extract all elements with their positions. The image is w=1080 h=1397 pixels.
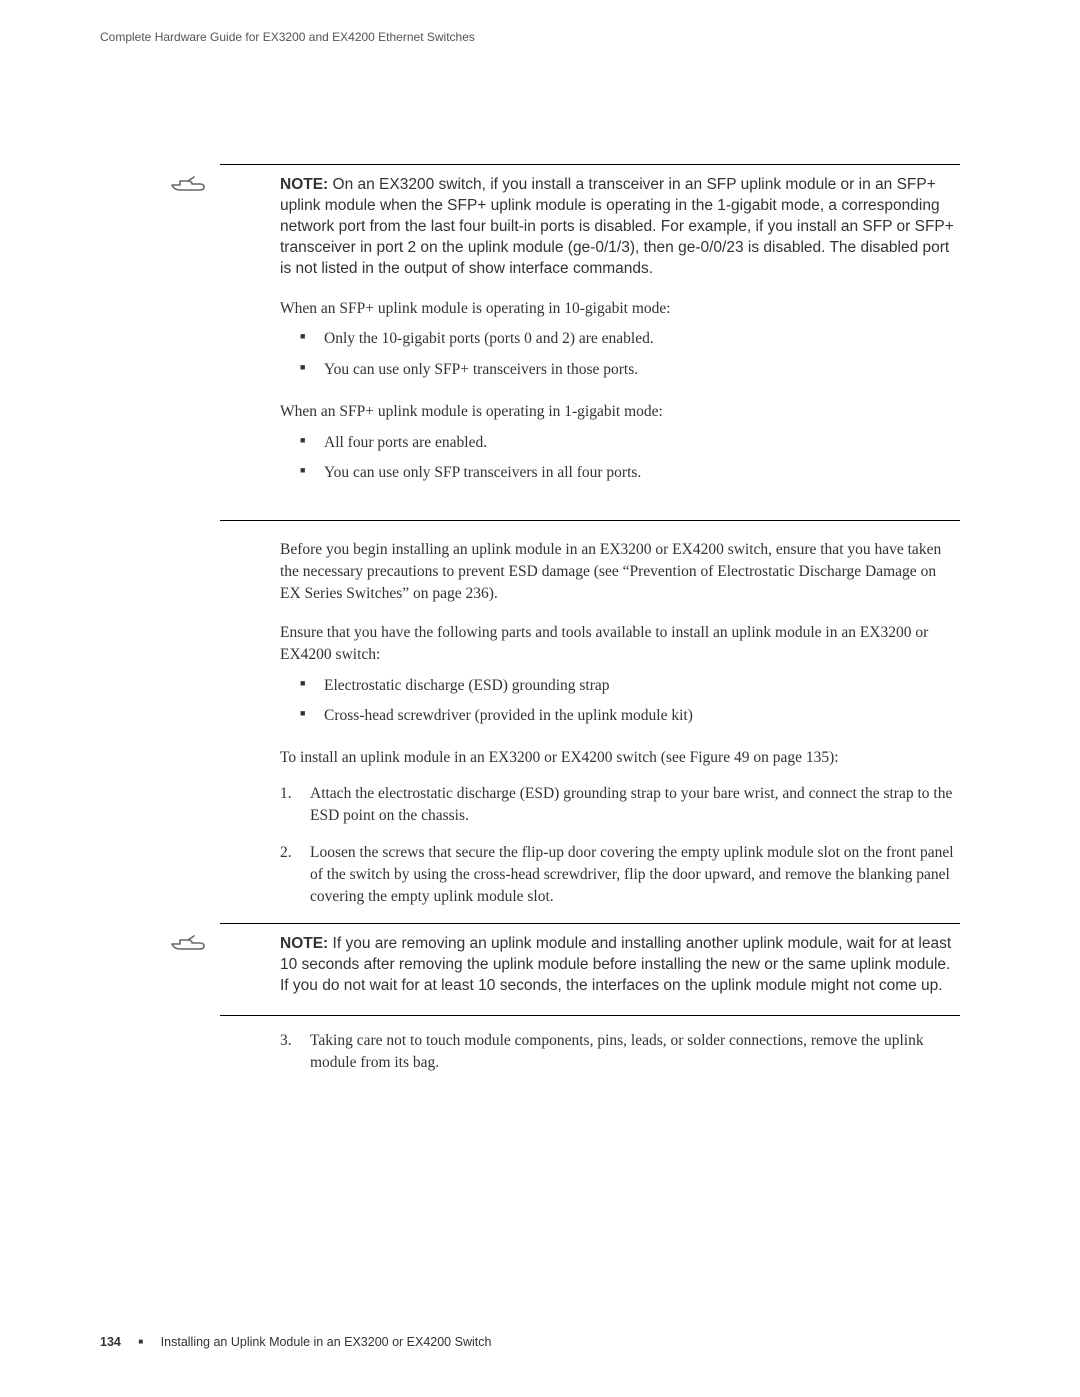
note1-seg4: commands. xyxy=(569,260,653,277)
list-1g: All four ports are enabled. You can use … xyxy=(300,431,960,487)
note1-label: NOTE: xyxy=(280,176,328,193)
page-number: 134 xyxy=(100,1335,121,1349)
note1-code3: show interface xyxy=(469,260,569,277)
content-area: NOTE: On an EX3200 switch, if you instal… xyxy=(220,164,960,1073)
footer-title: Installing an Uplink Module in an EX3200… xyxy=(161,1335,492,1349)
p-1g-intro: When an SFP+ uplink module is operating … xyxy=(280,401,960,423)
step-item: Attach the electrostatic discharge (ESD)… xyxy=(280,783,960,826)
p-before-begin: Before you begin installing an uplink mo… xyxy=(280,539,960,604)
note1-text: NOTE: On an EX3200 switch, if you instal… xyxy=(280,175,960,280)
list-item: You can use only SFP+ transceivers in th… xyxy=(300,358,960,383)
steps-b: Taking care not to touch module componen… xyxy=(280,1030,960,1073)
p-to-install: To install an uplink module in an EX3200… xyxy=(280,747,960,769)
note-block-1: NOTE: On an EX3200 switch, if you instal… xyxy=(220,165,960,520)
steps-a: Attach the electrostatic discharge (ESD)… xyxy=(280,783,960,907)
note2-text: NOTE: If you are removing an uplink modu… xyxy=(280,934,960,997)
list-item: You can use only SFP transceivers in all… xyxy=(300,461,960,486)
note1-seg2: ), then xyxy=(630,239,678,256)
step-item: Loosen the screws that secure the flip-u… xyxy=(280,842,960,907)
p-10g-intro: When an SFP+ uplink module is operating … xyxy=(280,298,960,320)
note2-body: If you are removing an uplink module and… xyxy=(280,935,951,994)
list-item: Only the 10-gigabit ports (ports 0 and 2… xyxy=(300,327,960,352)
rule-bottom-note1 xyxy=(220,520,960,521)
step-item: Taking care not to touch module componen… xyxy=(280,1030,960,1073)
rule-bottom-note2 xyxy=(220,1015,960,1016)
note1-code1: ge-0/1/3 xyxy=(573,239,630,256)
note-block-2: NOTE: If you are removing an uplink modu… xyxy=(220,924,960,1015)
list-tools: Electrostatic discharge (ESD) grounding … xyxy=(300,674,960,730)
running-header: Complete Hardware Guide for EX3200 and E… xyxy=(100,30,980,44)
note2-label: NOTE: xyxy=(280,935,328,952)
list-item: Electrostatic discharge (ESD) grounding … xyxy=(300,674,960,699)
p-ensure: Ensure that you have the following parts… xyxy=(280,622,960,665)
list-item: Cross-head screwdriver (provided in the … xyxy=(300,704,960,729)
list-item: All four ports are enabled. xyxy=(300,431,960,456)
list-10g: Only the 10-gigabit ports (ports 0 and 2… xyxy=(300,327,960,383)
footer-bullet-icon: ■ xyxy=(138,1337,143,1346)
hand-pointing-icon xyxy=(170,930,210,954)
page-footer: 134 ■ Installing an Uplink Module in an … xyxy=(100,1335,491,1349)
hand-pointing-icon xyxy=(170,171,210,195)
note1-code2: ge-0/0/23 xyxy=(678,239,744,256)
page: Complete Hardware Guide for EX3200 and E… xyxy=(0,0,1080,1397)
